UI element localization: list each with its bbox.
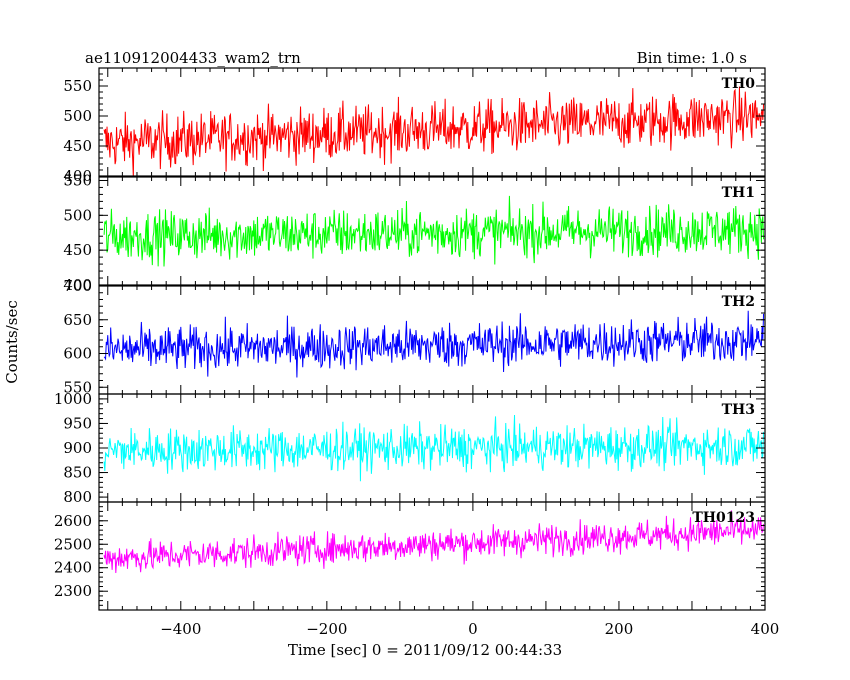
- y-tick-label: 700: [63, 277, 92, 295]
- y-tick-label: 2300: [54, 582, 92, 600]
- y-tick-label: 1000: [54, 390, 92, 408]
- y-tick-label: 800: [63, 488, 92, 506]
- panel-name-label: TH2: [722, 294, 755, 310]
- x-axis-label: Time [sec] 0 = 2011/09/12 00:44:33: [288, 641, 562, 659]
- y-tick-label: 450: [63, 137, 92, 155]
- y-tick-label: 550: [63, 77, 92, 95]
- y-tick-label: 2400: [54, 559, 92, 577]
- series-line-th0: [103, 86, 765, 176]
- y-tick-label: 2600: [54, 512, 92, 530]
- panel-name-label: TH0: [722, 76, 756, 92]
- panel-frame: [98, 176, 766, 286]
- y-tick-label: 500: [63, 107, 92, 125]
- panel-th3: 800 850 900 950 1000 TH3: [54, 390, 766, 506]
- chart-title: ae110912004433_wam2_trn: [85, 49, 301, 67]
- x-tick-label: 0: [468, 620, 478, 638]
- y-tick-label: 550: [63, 378, 92, 396]
- y-tick-label: 500: [63, 206, 92, 224]
- series-line-th2: [103, 310, 765, 378]
- panels-group: 400 450 500 550 TH0 400 450 500 550 TH1 550 600 650 7…: [54, 67, 766, 611]
- y-tick-label: 2500: [54, 535, 92, 553]
- y-tick-label: 850: [63, 464, 92, 482]
- y-tick-label: 900: [63, 439, 92, 457]
- panel-th1: 400 450 500 550 TH1: [63, 171, 766, 294]
- y-tick-label: 950: [63, 414, 92, 432]
- x-axis: −400 −200 0 200 400: [160, 620, 779, 638]
- y-axis-label: Counts/sec: [3, 300, 21, 384]
- y-tick-label: 450: [63, 241, 92, 259]
- panel-name-label: TH3: [722, 402, 755, 418]
- x-tick-label: 200: [605, 620, 634, 638]
- y-tick-label: 600: [63, 345, 92, 363]
- panel-frame: [98, 501, 766, 611]
- panel-th2: 550 600 650 700 TH2: [63, 277, 766, 396]
- x-tick-label: 400: [751, 620, 780, 638]
- y-tick-label: 400: [63, 276, 92, 294]
- panel-th0123: 2300 2400 2500 2600 TH0123: [54, 501, 766, 611]
- y-tick-label: 650: [63, 311, 92, 329]
- x-tick-label: −400: [160, 620, 201, 638]
- bin-time-label: Bin time: 1.0 s: [637, 49, 747, 67]
- panel-name-label: TH0123: [692, 510, 755, 526]
- series-line-th3: [103, 415, 765, 482]
- panel-th0: 400 450 500 550 TH0: [63, 67, 766, 185]
- y-tick-label: 550: [63, 171, 92, 189]
- series-line-th1: [103, 195, 765, 267]
- panel-name-label: TH1: [722, 185, 755, 201]
- x-tick-label: −200: [306, 620, 347, 638]
- series-line-th0123: [103, 510, 765, 573]
- y-tick-label: 400: [63, 167, 92, 185]
